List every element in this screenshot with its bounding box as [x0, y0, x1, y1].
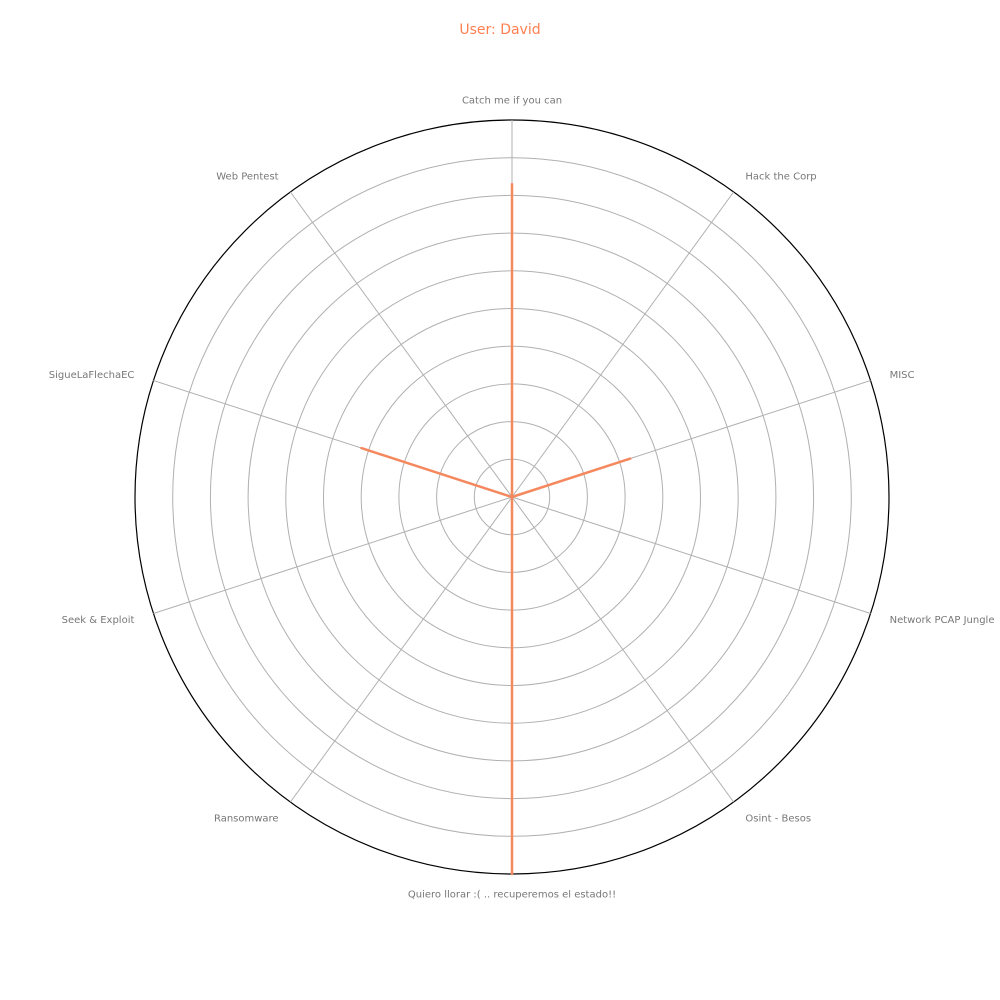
axis-label: Ransomware — [214, 814, 279, 825]
spoke — [290, 191, 513, 498]
spoke — [511, 191, 734, 498]
axis-label: Web Pentest — [216, 171, 278, 182]
axis-labels: Catch me if you can Hack the Corp MISC Netw… — [49, 96, 995, 901]
axis-label: Catch me if you can — [462, 96, 562, 107]
spoke — [290, 496, 513, 803]
axis-label: Hack the Corp — [745, 171, 816, 182]
series-layer — [360, 182, 632, 876]
spoke — [153, 496, 513, 614]
spoke — [511, 496, 871, 614]
spoke — [511, 496, 734, 803]
axis-label: Seek & Exploit — [62, 615, 135, 626]
axis-label: Network PCAP Jungle — [890, 615, 995, 626]
axis-label: MISC — [890, 370, 915, 381]
series-line — [360, 182, 632, 876]
axis-label: Osint - Besos — [745, 814, 811, 825]
chart-title: User: David — [459, 22, 541, 38]
axis-label: Quiero llorar :( .. recuperemos el estad… — [408, 890, 616, 901]
axis-label: SigueLaFlechaEC — [49, 370, 135, 381]
